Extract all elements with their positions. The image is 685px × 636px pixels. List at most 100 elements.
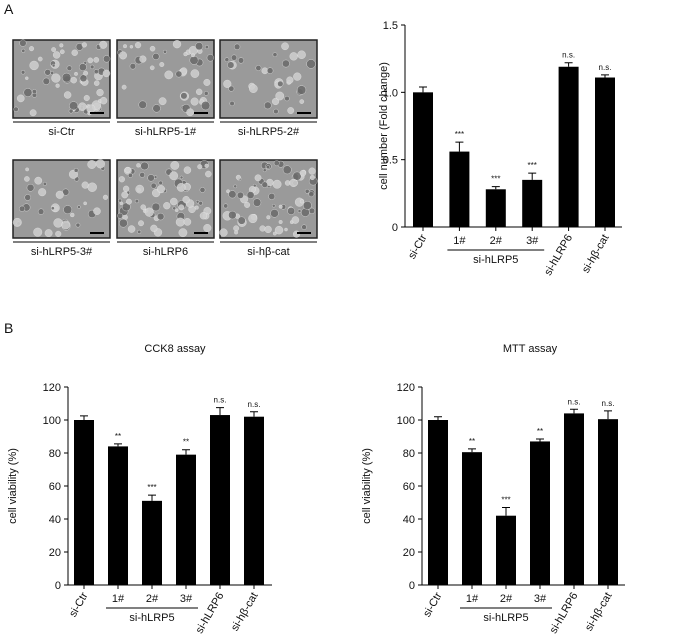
cell: [163, 49, 167, 54]
significance-label: n.s.: [568, 397, 581, 406]
cell: [224, 57, 230, 62]
cell: [266, 67, 274, 74]
micrograph: si-hLRP5-3#: [12, 159, 111, 258]
cell: [151, 202, 161, 212]
y-tick-label: 60: [49, 481, 61, 493]
bar: [485, 189, 506, 227]
cell: [268, 193, 276, 200]
bar: [108, 446, 128, 585]
cell: [274, 225, 284, 235]
micrograph: si-hLRP5-2#: [219, 39, 318, 138]
cell: [129, 45, 134, 49]
cell: [87, 57, 94, 64]
cell: [264, 225, 272, 234]
cell: [228, 85, 235, 92]
cell: [174, 208, 179, 212]
error-bar: [536, 438, 544, 442]
bar: [522, 179, 543, 227]
cell: [170, 161, 180, 170]
cell: [118, 198, 122, 203]
cell: [61, 72, 72, 83]
cell: [248, 213, 258, 224]
cell: [178, 204, 185, 211]
cell: [197, 164, 203, 170]
y-tick-label: 0.5: [383, 155, 398, 167]
cell: [50, 71, 54, 75]
cell: [176, 183, 186, 192]
cell: [102, 194, 108, 200]
bar: [564, 413, 584, 585]
cell: [51, 47, 57, 52]
y-tick-label: 0: [55, 580, 61, 592]
cell: [266, 215, 271, 220]
cell: [204, 45, 209, 49]
chart-title: MTT assay: [503, 343, 558, 355]
cell: [90, 64, 95, 70]
cell: [292, 171, 302, 181]
error-bar: [434, 416, 442, 420]
cell: [96, 88, 104, 97]
cell: [42, 77, 50, 85]
cell: [180, 67, 188, 75]
cell: [33, 227, 43, 237]
image-caption: si-hLRP5-1#: [135, 126, 197, 138]
error-bar: [182, 449, 190, 455]
cell: [180, 92, 188, 100]
cell: [75, 222, 81, 228]
cell: [172, 40, 182, 49]
cell: [78, 63, 87, 71]
image-caption: si-hLRP5-2#: [238, 126, 300, 138]
cell: [264, 101, 272, 110]
x-tick-label: 1#: [453, 235, 466, 247]
cell: [121, 84, 127, 90]
bar: [428, 420, 448, 585]
significance-label: **: [183, 438, 189, 447]
cell: [236, 191, 244, 199]
cell: [190, 97, 199, 106]
cell: [169, 171, 179, 181]
image-caption: si-hβ-cat: [247, 246, 289, 258]
cell: [149, 45, 156, 52]
micrograph: si-hLRP6: [116, 159, 215, 258]
cell: [271, 97, 280, 106]
cell: [205, 170, 212, 178]
cell: [164, 70, 174, 80]
cell: [266, 165, 270, 169]
cell: [70, 212, 75, 218]
bar: [595, 77, 615, 228]
cell: [233, 184, 237, 189]
cell: [78, 102, 87, 111]
y-tick-label: 20: [403, 547, 415, 559]
cell: [195, 88, 203, 96]
x-tick-label: si-hβ-cat: [580, 233, 612, 276]
cell: [119, 218, 128, 228]
cell: [282, 165, 292, 175]
cell: [83, 94, 90, 102]
cell: [138, 100, 147, 109]
significance-label: ***: [455, 130, 464, 139]
cell: [62, 188, 70, 196]
cell: [286, 76, 294, 84]
error-bar: [564, 62, 573, 67]
cell: [52, 51, 61, 59]
cell: [140, 204, 146, 210]
group-label: si-hLRP5: [129, 612, 174, 624]
cell: [25, 76, 29, 80]
cell: [163, 202, 171, 210]
cell: [127, 172, 133, 178]
error-bar: [148, 494, 156, 501]
panel-label: B: [4, 320, 13, 336]
y-axis-label: cell number (Fold change): [378, 62, 390, 190]
cell: [29, 109, 37, 117]
cell: [83, 201, 87, 206]
cell: [50, 206, 55, 211]
cell: [272, 231, 277, 236]
cell: [284, 180, 291, 186]
cell: [152, 104, 161, 113]
significance-label: ***: [491, 175, 500, 184]
cell: [79, 74, 88, 82]
x-tick-label: si-hLRP6: [194, 591, 227, 636]
cell: [93, 57, 100, 63]
cell: [158, 180, 163, 185]
error-bar: [502, 506, 510, 516]
